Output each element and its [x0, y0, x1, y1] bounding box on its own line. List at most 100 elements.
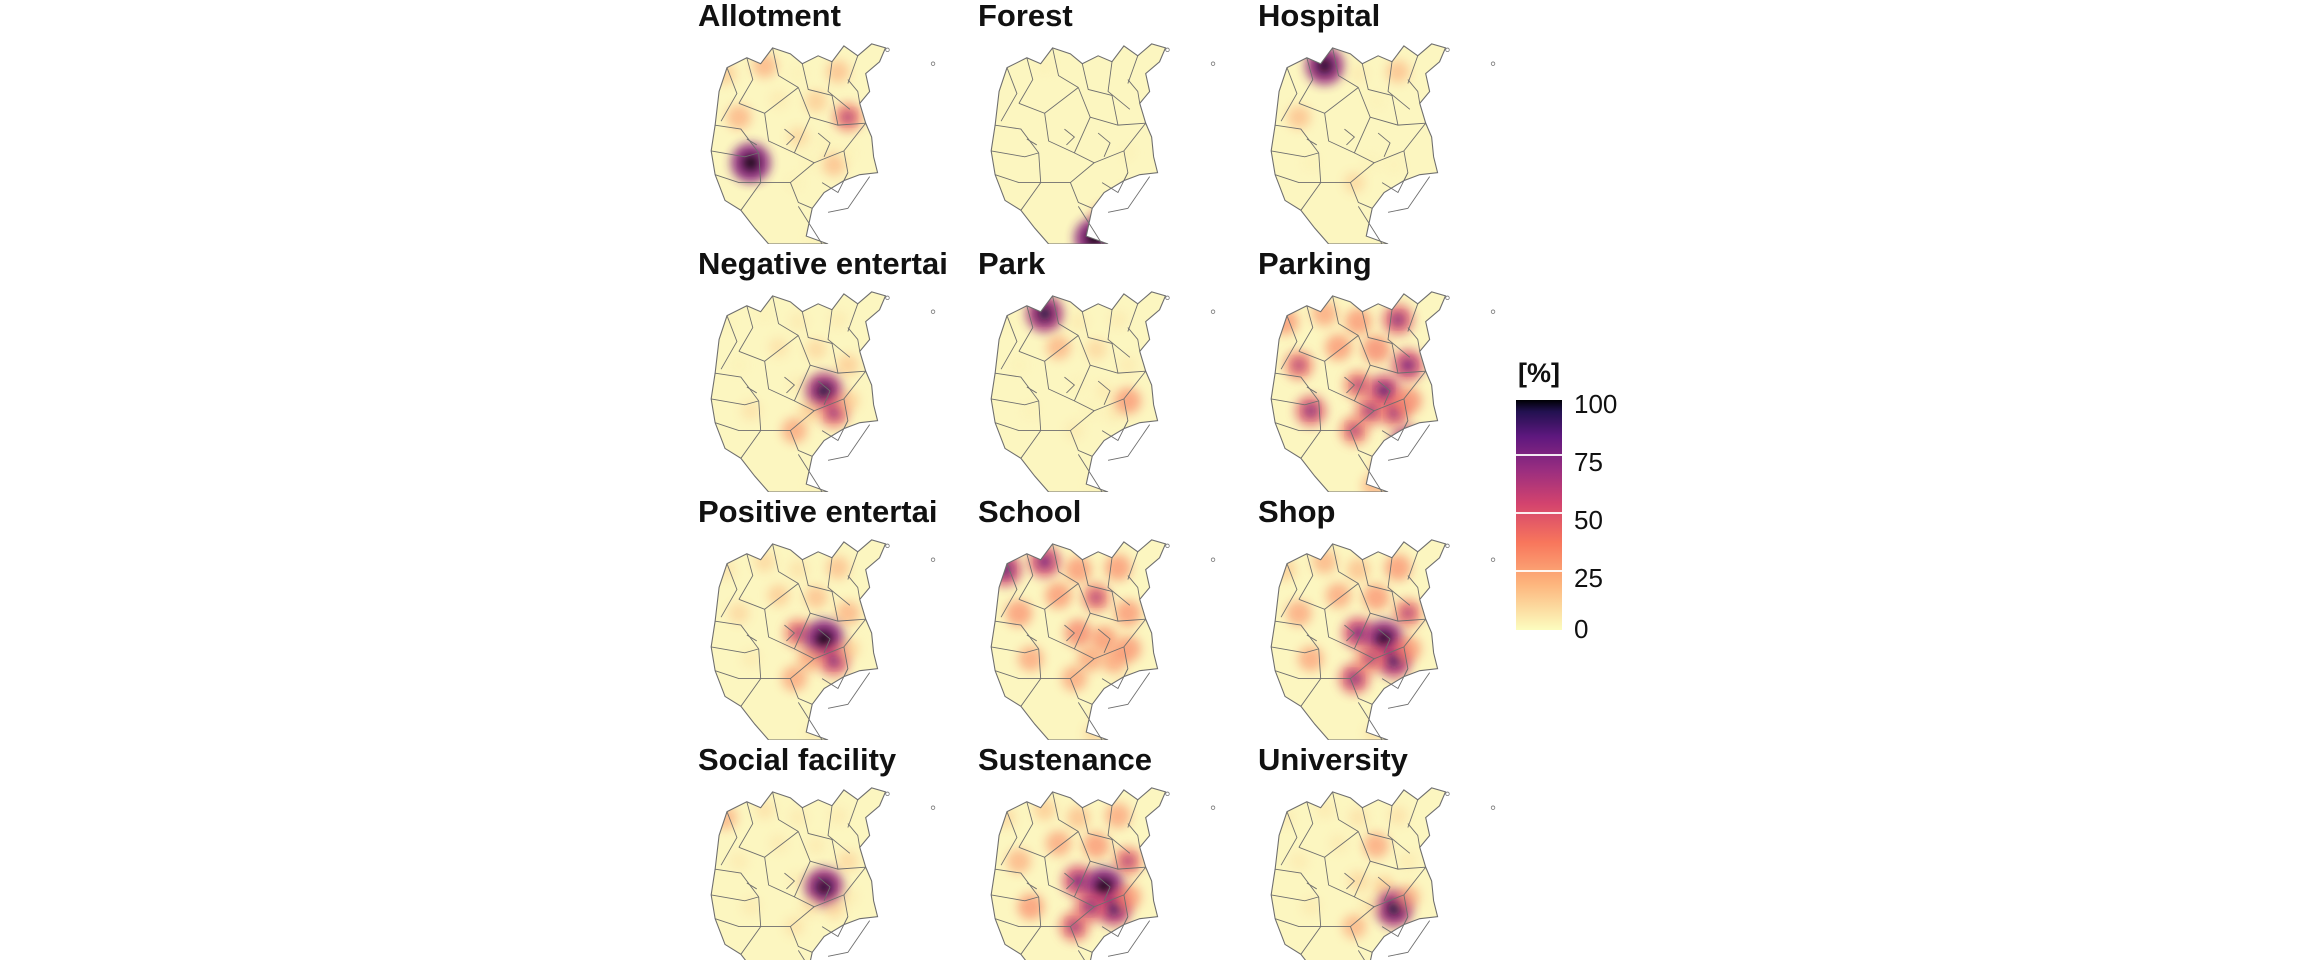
density-hotspot-core — [1402, 359, 1414, 371]
district-density-map — [990, 787, 1216, 960]
district-border-line — [784, 376, 796, 394]
district-border-line — [711, 894, 759, 902]
density-hotspot — [1046, 335, 1071, 360]
district-border-line — [720, 67, 738, 122]
district-border-line — [784, 624, 796, 642]
district-border-line — [1344, 872, 1356, 890]
district-border-line — [991, 398, 1039, 406]
district-border-line — [794, 894, 845, 908]
island-marker — [1490, 805, 1496, 810]
district-border-line — [831, 591, 839, 622]
district-borders — [710, 539, 887, 740]
district-border-line — [764, 609, 795, 650]
density-hotspot — [828, 806, 848, 825]
panel-title: Allotment — [698, 0, 841, 33]
legend-tick-label: 25 — [1574, 563, 1603, 593]
density-hotspot — [1342, 914, 1367, 939]
district-border-line — [1127, 823, 1141, 848]
district-border-line — [1361, 63, 1393, 96]
district-border-line — [1387, 424, 1431, 461]
panel-title: Park — [978, 246, 1046, 281]
district-border-line — [847, 55, 859, 84]
district-border-line — [995, 868, 1040, 898]
district-border-line — [1018, 801, 1034, 848]
district-border-line — [1271, 398, 1319, 406]
density-hotspot — [1006, 849, 1031, 874]
density-hotspot — [789, 65, 807, 83]
district-border-line — [1101, 916, 1129, 938]
district-border-line — [994, 918, 1041, 928]
district-border-line — [843, 122, 867, 152]
district-border-line — [1298, 801, 1314, 848]
district-border-line — [1271, 646, 1319, 654]
density-hotspot — [836, 389, 859, 412]
district-border-line — [1407, 575, 1421, 600]
district-border-line — [1107, 309, 1131, 358]
density-hotspot — [767, 584, 790, 607]
district-border-line — [1275, 868, 1320, 898]
district-border-line — [789, 678, 813, 705]
district-border-line — [821, 916, 849, 938]
district-borders — [1270, 291, 1447, 492]
district-border-line — [1052, 543, 1079, 584]
density-hotspot — [1393, 387, 1422, 415]
density-hotspot — [1045, 830, 1072, 857]
density-hotspot-core — [743, 155, 758, 170]
district-border-line — [1077, 206, 1103, 244]
district-border-line — [1064, 624, 1076, 642]
legend-tickmark — [1516, 512, 1562, 514]
district-border-line — [1274, 670, 1321, 680]
density-hotspot — [1065, 556, 1092, 583]
district-border-line — [817, 380, 831, 406]
density-hotspot — [797, 646, 823, 672]
density-hotspot — [1311, 301, 1338, 327]
legend-tick-label: 100 — [1574, 389, 1618, 419]
district-border-line — [720, 811, 738, 866]
district-border-line — [1052, 295, 1079, 336]
district-border-line — [797, 206, 823, 244]
density-hotspot — [1082, 832, 1110, 859]
district-border-line — [1127, 575, 1141, 600]
district-border-line — [1026, 634, 1037, 642]
density-hotspot — [1398, 852, 1417, 871]
density-hotspot-core — [842, 112, 854, 123]
district-border-line — [1127, 55, 1139, 84]
density-hotspot — [1367, 92, 1385, 110]
district-border-line — [1377, 628, 1391, 654]
district-border-line — [1081, 807, 1113, 840]
density-hotspot — [807, 836, 826, 855]
district-border-line — [1052, 791, 1079, 832]
density-hotspot-core — [1402, 608, 1414, 619]
density-hotspot-core — [1377, 632, 1391, 646]
density-hotspot — [1091, 205, 1122, 236]
map-panel: School — [978, 494, 1248, 749]
district-border-line — [817, 132, 831, 158]
district-border-line — [821, 668, 849, 690]
district-border-line — [991, 646, 1039, 654]
district-density-map — [1270, 291, 1496, 492]
density-hotspot — [1395, 884, 1420, 909]
district-border-line — [1026, 138, 1037, 146]
district-border-line — [1324, 361, 1355, 402]
map-panel: Shop — [1258, 494, 1528, 749]
district-border-line — [715, 372, 760, 402]
density-hotspot-core — [817, 632, 832, 646]
legend-tick-label: 50 — [1574, 505, 1603, 535]
district-border-line — [847, 823, 861, 848]
density-hotspot — [1081, 402, 1099, 420]
density-hotspot — [1022, 402, 1040, 420]
density-hotspot — [730, 356, 748, 374]
district-border-line — [991, 150, 1039, 158]
density-hotspot — [728, 602, 750, 624]
density-hotspot — [1090, 625, 1118, 653]
panel-title: Positive entertai — [698, 494, 938, 529]
legend-tick-label: 75 — [1574, 447, 1603, 477]
district-border-line — [1332, 543, 1359, 584]
district-density-map — [710, 787, 936, 960]
district-border-line — [1387, 309, 1411, 358]
district-border-line — [760, 906, 815, 928]
district-border-line — [711, 398, 759, 406]
district-border-line — [1280, 315, 1298, 370]
district-border-line — [1111, 343, 1119, 374]
